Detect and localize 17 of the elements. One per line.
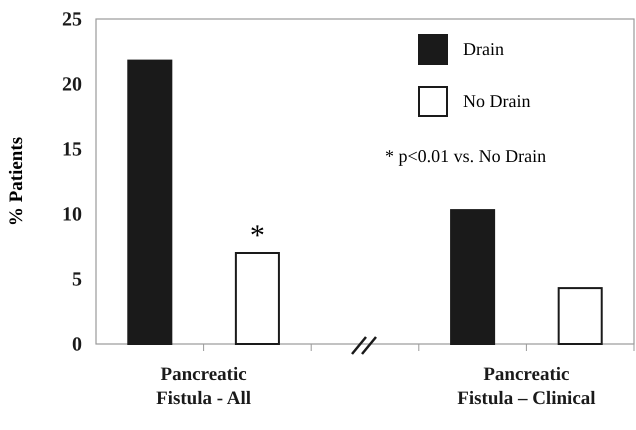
bar [234, 252, 280, 345]
annotation: * [250, 219, 265, 252]
bar [450, 209, 496, 345]
y-tick-label: 15 [62, 138, 82, 160]
legend-label: Drain [463, 39, 504, 59]
y-axis-title: % Patients [6, 136, 27, 226]
y-tick-label: 5 [72, 268, 82, 290]
x-tick-label: Pancreatic Fistula – Clinical [457, 364, 596, 409]
x-tick-label: Pancreatic Fistula - All [156, 364, 252, 409]
legend-label: No Drain [463, 91, 530, 111]
annotation: * p<0.01 vs. No Drain [385, 146, 546, 166]
y-tick-label: 25 [62, 8, 82, 30]
y-tick-label: 20 [62, 73, 82, 96]
y-tick-label: 10 [62, 203, 82, 226]
bar [558, 287, 603, 345]
bar [127, 60, 172, 345]
y-tick-label: 0 [72, 333, 82, 356]
